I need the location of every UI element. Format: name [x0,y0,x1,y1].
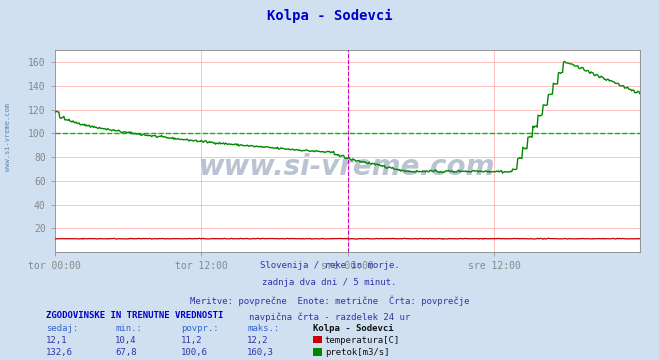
Text: ZGODOVINSKE IN TRENUTNE VREDNOSTI: ZGODOVINSKE IN TRENUTNE VREDNOSTI [46,311,223,320]
Text: navpična črta - razdelek 24 ur: navpična črta - razdelek 24 ur [249,313,410,322]
Text: maks.:: maks.: [247,324,279,333]
Text: 11,2: 11,2 [181,336,203,345]
Text: www.si-vreme.com: www.si-vreme.com [199,153,496,181]
Text: pretok[m3/s]: pretok[m3/s] [325,348,389,357]
Text: Slovenija / reke in morje.: Slovenija / reke in morje. [260,261,399,270]
Text: www.si-vreme.com: www.si-vreme.com [5,103,11,171]
Text: sedaj:: sedaj: [46,324,78,333]
Text: Kolpa - Sodevci: Kolpa - Sodevci [313,324,393,333]
Text: 160,3: 160,3 [247,348,274,357]
Text: 100,6: 100,6 [181,348,208,357]
Text: Kolpa - Sodevci: Kolpa - Sodevci [267,9,392,23]
Text: 132,6: 132,6 [46,348,73,357]
Text: povpr.:: povpr.: [181,324,219,333]
Text: zadnja dva dni / 5 minut.: zadnja dva dni / 5 minut. [262,278,397,287]
Text: 12,1: 12,1 [46,336,68,345]
Text: 12,2: 12,2 [247,336,269,345]
Text: 67,8: 67,8 [115,348,137,357]
Text: Meritve: povprečne  Enote: metrične  Črta: povprečje: Meritve: povprečne Enote: metrične Črta:… [190,296,469,306]
Text: temperatura[C]: temperatura[C] [325,336,400,345]
Text: 10,4: 10,4 [115,336,137,345]
Text: min.:: min.: [115,324,142,333]
